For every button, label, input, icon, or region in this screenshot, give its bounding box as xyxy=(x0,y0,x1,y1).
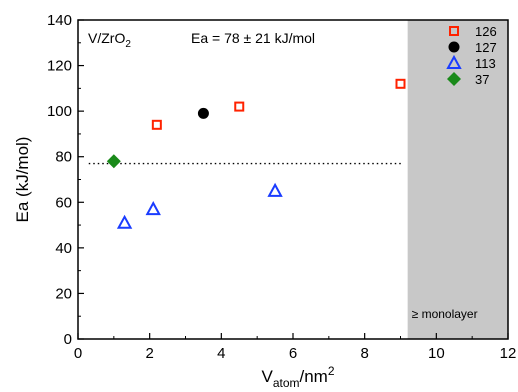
data-point-113 xyxy=(116,214,133,229)
y-tick-label: 140 xyxy=(47,12,72,29)
monolayer-shaded-region xyxy=(407,20,508,339)
x-tick-label: 4 xyxy=(217,345,225,362)
x-axis-title-main: V xyxy=(261,367,273,386)
y-tick-label: 60 xyxy=(55,194,72,211)
data-point-37 xyxy=(106,154,121,169)
legend-label: 126 xyxy=(475,24,497,39)
y-tick-label: 120 xyxy=(47,58,72,75)
monolayer-label: ≥ monolayer xyxy=(412,307,478,321)
data-point-126 xyxy=(151,119,162,130)
legend-item-37: 37 xyxy=(447,72,489,87)
y-tick-label: 20 xyxy=(55,285,72,302)
legend-marker-37 xyxy=(447,72,461,86)
x-axis-title: Vatom/nm2 xyxy=(261,364,334,390)
legend-marker-127 xyxy=(448,41,460,53)
x-tick-label: 2 xyxy=(145,345,153,362)
data-marks-layer xyxy=(106,78,406,229)
shaded-region-layer xyxy=(407,20,508,339)
legend-item-126: 126 xyxy=(449,24,497,39)
legend-item-127: 127 xyxy=(448,40,497,55)
x-tick-label: 8 xyxy=(360,345,368,362)
x-axis-title-sub: atom xyxy=(273,376,300,390)
y-tick-label: 0 xyxy=(64,331,72,348)
legend-label: 113 xyxy=(475,56,496,71)
data-point-113 xyxy=(145,201,161,216)
y-tick-label: 100 xyxy=(47,103,72,120)
x-tick-label: 10 xyxy=(428,345,445,362)
x-tick-label: 0 xyxy=(74,345,82,362)
data-point-127 xyxy=(197,107,209,119)
system-annotation-main: V/ZrO xyxy=(88,30,125,46)
x-axis-title-sup: 2 xyxy=(328,364,335,378)
data-point-126 xyxy=(234,101,245,112)
system-annotation: V/ZrO2 xyxy=(88,30,131,50)
legend-marker-113 xyxy=(446,54,462,69)
x-axis-title-unit: /nm xyxy=(300,367,328,386)
y-tick-label: 80 xyxy=(55,149,72,166)
x-tick-label: 12 xyxy=(500,345,517,362)
data-point-113 xyxy=(267,182,283,197)
system-annotation-sub: 2 xyxy=(125,39,131,50)
legend-label: 127 xyxy=(475,40,497,55)
data-point-126 xyxy=(395,78,406,89)
legend-label: 37 xyxy=(475,72,489,87)
legend-marker-126 xyxy=(449,26,459,36)
legend-item-113: 113 xyxy=(446,54,496,71)
x-tick-label: 6 xyxy=(289,345,297,362)
y-axis-title: Ea (kJ/mol) xyxy=(13,137,32,223)
activation-energy-annotation: Ea = 78 ± 21 kJ/mol xyxy=(191,30,315,46)
y-tick-label: 40 xyxy=(55,240,72,257)
